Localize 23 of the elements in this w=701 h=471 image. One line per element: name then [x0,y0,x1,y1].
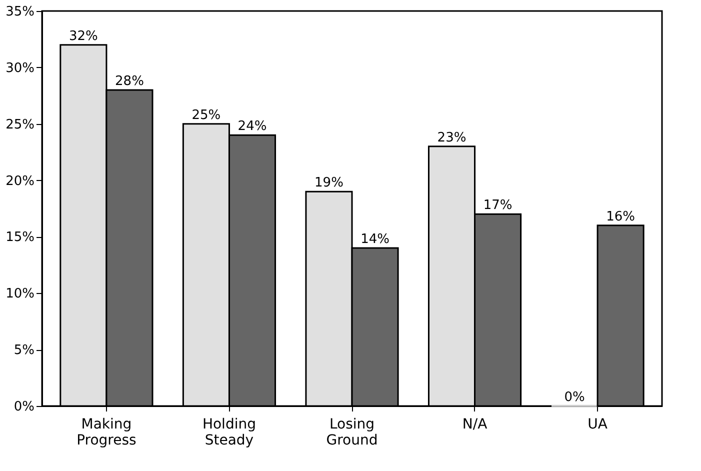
y-tick-label: 35% [6,4,34,20]
data-label: 17% [483,198,512,214]
data-label: 16% [606,209,636,224]
data-label: 24% [238,119,267,134]
data-label: 14% [360,232,390,247]
data-label: 25% [192,108,221,123]
y-tick-label: 0% [14,400,34,414]
y-tick-label: 30% [6,60,34,76]
y-tick-label: 5% [14,343,34,358]
y-tick-label: 10% [6,286,34,302]
y-tick-label: 25% [6,117,34,132]
data-label: 23% [437,130,466,146]
data-label: 0% [564,390,585,405]
data-label: 32% [68,28,98,44]
y-tick-label: 15% [6,230,34,246]
x-tick-label: UA [588,416,608,432]
data-label: 19% [314,176,344,191]
data-label: 28% [115,74,144,89]
y-tick-label: 20% [6,174,34,189]
x-tick-label: Losing Ground [326,416,378,448]
x-tick-label: Holding Steady [202,416,256,448]
x-tick-label: N/A [462,416,488,432]
x-tick-label: Making Progress [76,416,136,448]
